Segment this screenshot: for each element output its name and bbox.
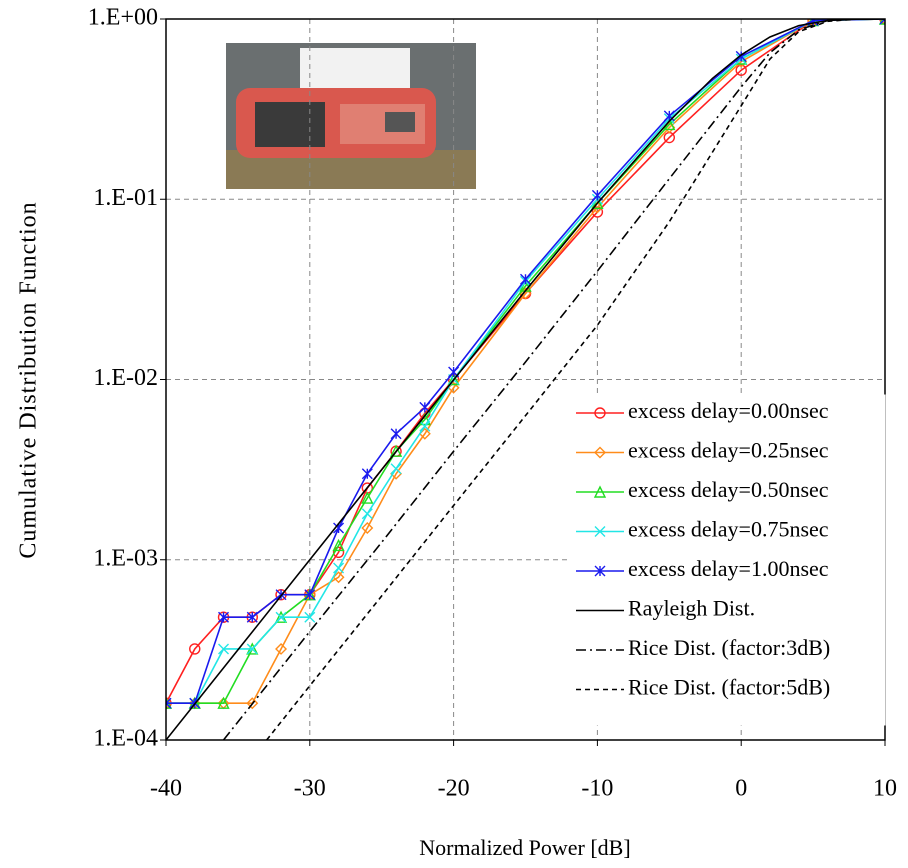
marker: [419, 420, 431, 432]
x-tick-label: -40: [150, 776, 182, 802]
marker: [361, 491, 374, 504]
marker: [663, 110, 675, 122]
y-tick-label: 1.E+00: [88, 5, 158, 31]
marker: [594, 407, 606, 419]
marker: [333, 562, 345, 574]
x-tick-label: 10: [873, 776, 897, 802]
marker: [879, 19, 885, 25]
inset-photo: [226, 43, 476, 189]
marker: [332, 546, 345, 558]
marker: [361, 522, 374, 534]
series-line: [166, 19, 885, 705]
marker: [520, 273, 531, 285]
marker: [217, 696, 230, 709]
marker: [735, 64, 747, 76]
marker: [189, 643, 201, 655]
x-tick-label: -30: [294, 776, 326, 802]
legend-label: excess delay=0.75nsec: [628, 517, 829, 542]
marker: [389, 444, 403, 457]
legend-label: Rice Dist. (factor:5dB): [628, 675, 830, 700]
marker: [304, 589, 316, 601]
series-line: [266, 19, 885, 740]
marker: [246, 643, 258, 655]
marker: [275, 611, 287, 623]
legend-label: excess delay=1.00nsec: [628, 556, 829, 581]
series-line: [222, 19, 885, 740]
marker: [593, 485, 607, 498]
marker: [361, 508, 373, 520]
legend-label: excess delay=0.00nsec: [628, 398, 829, 423]
y-tick-label: 1.E-03: [93, 545, 158, 571]
x-tick-label: 0: [735, 776, 747, 802]
marker: [304, 611, 316, 623]
marker: [332, 538, 345, 552]
x-tick-label: -20: [438, 776, 470, 802]
marker: [166, 697, 172, 710]
marker: [594, 565, 606, 577]
marker: [519, 287, 532, 300]
legend-label: excess delay=0.25nsec: [628, 438, 829, 463]
marker: [361, 468, 373, 480]
marker: [332, 571, 345, 584]
marker: [594, 526, 606, 537]
y-axis-label: Cumulative Distribution Function: [16, 201, 42, 558]
marker: [218, 611, 230, 623]
marker: [246, 697, 259, 710]
y-tick-label: 1.E-02: [93, 365, 158, 391]
legend-label: Rice Dist. (factor:3dB): [628, 635, 830, 660]
legend-label: Rayleigh Dist.: [628, 596, 755, 621]
marker: [166, 697, 172, 709]
marker: [275, 642, 288, 655]
marker: [447, 372, 460, 386]
x-axis-label: Normalized Power [dB]: [419, 835, 630, 860]
marker: [390, 428, 402, 440]
x-tick-label: -10: [581, 776, 613, 802]
marker: [390, 463, 402, 475]
marker: [246, 611, 258, 623]
y-tick-label: 1.E-01: [93, 185, 158, 211]
marker: [218, 643, 230, 655]
series-line: [166, 19, 885, 740]
legend: [569, 394, 886, 726]
marker: [594, 446, 606, 459]
legend-label: excess delay=0.50nsec: [628, 477, 829, 502]
y-tick-label: 1.E-04: [93, 726, 158, 752]
